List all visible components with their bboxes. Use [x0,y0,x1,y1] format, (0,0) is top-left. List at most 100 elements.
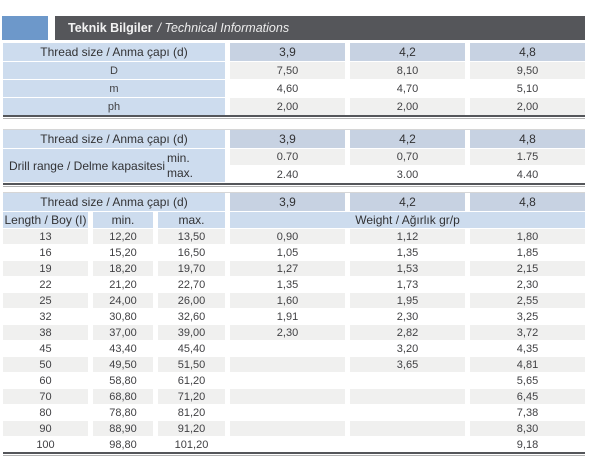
row-label-cell: m [3,80,225,97]
length-cell: 70 [3,389,88,404]
table-row: 0.70 0,70 1.75 [230,149,585,165]
drill-range-table: Thread size / Anma çapı (d) 3,9 4,2 4,8 … [3,129,585,187]
length-cell: 60 [3,373,88,388]
title-bar: Teknik Bilgiler / Technical Informations [2,16,600,40]
weight-cell: 1,85 [470,245,585,260]
value-cell: 0,70 [350,149,465,165]
weight-cell: 1,05 [230,245,345,260]
size-column-header: 4,8 [470,193,585,211]
weight-cell: 5,65 [470,373,585,388]
value-cell: 2,00 [230,98,345,115]
size-column-header: 4,2 [350,43,465,61]
value-cell: 4,60 [230,80,345,97]
min-cell: 30,80 [93,309,153,324]
value-cell: 7,50 [230,62,345,79]
length-cell: 38 [3,325,88,340]
table-row: ph 2,00 2,00 2,00 [3,98,585,115]
size-column-header: 4,8 [470,130,585,148]
length-cell: 90 [3,421,88,436]
table-row: 25 24,00 26,00 1,60 1,95 2,55 [3,293,585,308]
length-cell: 16 [3,245,88,260]
weight-cell: 2,55 [470,293,585,308]
min-cell: 43,40 [93,341,153,356]
length-column-header: Length / Boy (I) [3,212,88,228]
min-cell: 78,80 [93,405,153,420]
max-cell: 26,00 [158,293,225,308]
technical-informations-page: Teknik Bilgiler / Technical Informations… [0,16,600,466]
title-bar-strip: Teknik Bilgiler / Technical Informations [55,16,585,40]
thread-size-header: Thread size / Anma çapı (d) [3,193,225,211]
value-cell: 3.00 [350,167,465,183]
max-cell: 19,70 [158,261,225,276]
length-cell: 25 [3,293,88,308]
value-cell: 8,10 [350,62,465,79]
weight-cell: 4,35 [470,341,585,356]
weight-cell: 3,20 [350,341,465,356]
weight-cell: 4,81 [470,357,585,372]
table-row: 32 30,80 32,60 1,91 2,30 3,25 [3,309,585,324]
max-cell: 81,20 [158,405,225,420]
accent-square [2,16,48,40]
size-column-header: 3,9 [230,43,345,61]
weight-cell: 7,38 [470,405,585,420]
length-cell: 13 [3,229,88,244]
max-cell: 16,50 [158,245,225,260]
table-row: 16 15,20 16,50 1,05 1,35 1,85 [3,245,585,260]
table-row: 45 43,40 45,40 3,20 4,35 [3,341,585,356]
table-row: 100 98,80 101,20 9,18 [3,437,585,452]
table-header-row: Thread size / Anma çapı (d) 3,9 4,2 4,8 [3,43,585,61]
weight-cell: 1,95 [350,293,465,308]
thread-size-header: Thread size / Anma çapı (d) [3,43,225,61]
weight-cell: 2,82 [350,325,465,340]
table-row: 19 18,20 19,70 1,27 1,53 2,15 [3,261,585,276]
value-cell: 2.40 [230,167,345,183]
weight-cell [350,421,465,436]
max-label: max. [167,165,194,180]
value-cell: 9,50 [470,62,585,79]
weight-cell: 2,15 [470,261,585,276]
table-row: D 7,50 8,10 9,50 [3,62,585,79]
weight-cell [350,405,465,420]
weight-cell: 2,30 [230,325,345,340]
min-cell: 88,90 [93,421,153,436]
size-column-header: 3,9 [230,130,345,148]
table-row: 22 21,20 22,70 1,35 1,73 2,30 [3,277,585,292]
weight-cell: 1,12 [350,229,465,244]
table-row: 90 88,90 91,20 8,30 [3,421,585,436]
min-cell: 98,80 [93,437,153,452]
max-cell: 71,20 [158,389,225,404]
weight-cell [230,389,345,404]
weight-cell [230,341,345,356]
weight-cell [230,421,345,436]
table-subheader-row: Length / Boy (I) min. max. Weight / Ağır… [3,212,585,228]
weight-cell [230,357,345,372]
size-column-header: 4,2 [350,130,465,148]
min-max-labels: min. max. [167,151,225,181]
weight-cell: 3,72 [470,325,585,340]
value-cell: 1.75 [470,149,585,165]
size-column-header: 3,9 [230,193,345,211]
weight-cell [350,373,465,388]
min-cell: 21,20 [93,277,153,292]
weight-cell: 1,91 [230,309,345,324]
length-cell: 19 [3,261,88,276]
dimensions-table: Thread size / Anma çapı (d) 3,9 4,2 4,8 … [3,43,585,119]
weight-column-header: Weight / Ağırlık gr/p [230,212,585,228]
length-cell: 32 [3,309,88,324]
table-row: 13 12,20 13,50 0,90 1,12 1,80 [3,229,585,244]
weight-cell: 1,60 [230,293,345,308]
value-cell: 4.40 [470,167,585,183]
weight-cell: 9,18 [470,437,585,452]
weight-cell [230,405,345,420]
table-row: 60 58,80 61,20 5,65 [3,373,585,388]
drill-range-group-cell: Drill range / Delme kapasitesi min. max. [3,149,225,182]
table-row: 2.40 3.00 4.40 [230,167,585,183]
max-cell: 91,20 [158,421,225,436]
weight-cell: 1,27 [230,261,345,276]
min-column-header: min. [93,212,153,228]
length-weight-table-body: 13 12,20 13,50 0,90 1,12 1,80 16 15,20 16,50 1,05… [3,229,585,452]
value-cell: 5,10 [470,80,585,97]
weight-cell: 3,25 [470,309,585,324]
row-label-cell: D [3,62,225,79]
weight-cell [230,373,345,388]
